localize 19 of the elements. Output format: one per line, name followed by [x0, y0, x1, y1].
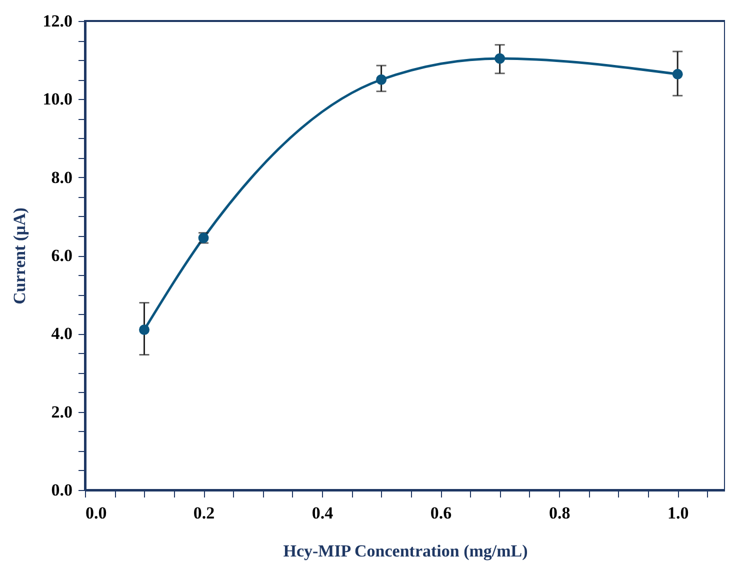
x-tick-label: 0.0: [86, 504, 107, 522]
y-tick-label: 0.0: [51, 480, 72, 500]
x-tick-label: 0.8: [548, 504, 570, 522]
y-tick-label: 2.0: [51, 402, 72, 422]
y-tick-label: 10.0: [42, 90, 72, 109]
y-tick-label: 4.0: [51, 324, 72, 344]
point: [376, 74, 387, 85]
y-tick-label: 12.0: [42, 12, 72, 30]
y-tick-label: 8.0: [51, 168, 72, 187]
x-tick-label: 0.2: [193, 504, 215, 522]
point: [672, 68, 683, 80]
point: [494, 53, 506, 64]
x-tick-label: 1.0: [667, 504, 689, 522]
x-axis-title: Hcy-MIP Concentration (mg/mL): [283, 542, 528, 560]
y-axis-title: Current (µA): [10, 208, 29, 304]
x-tick-label: 0.6: [430, 504, 452, 522]
x-tick-label: 0.4: [312, 504, 334, 522]
y-tick-label: 6.0: [51, 246, 72, 265]
point: [139, 324, 150, 335]
